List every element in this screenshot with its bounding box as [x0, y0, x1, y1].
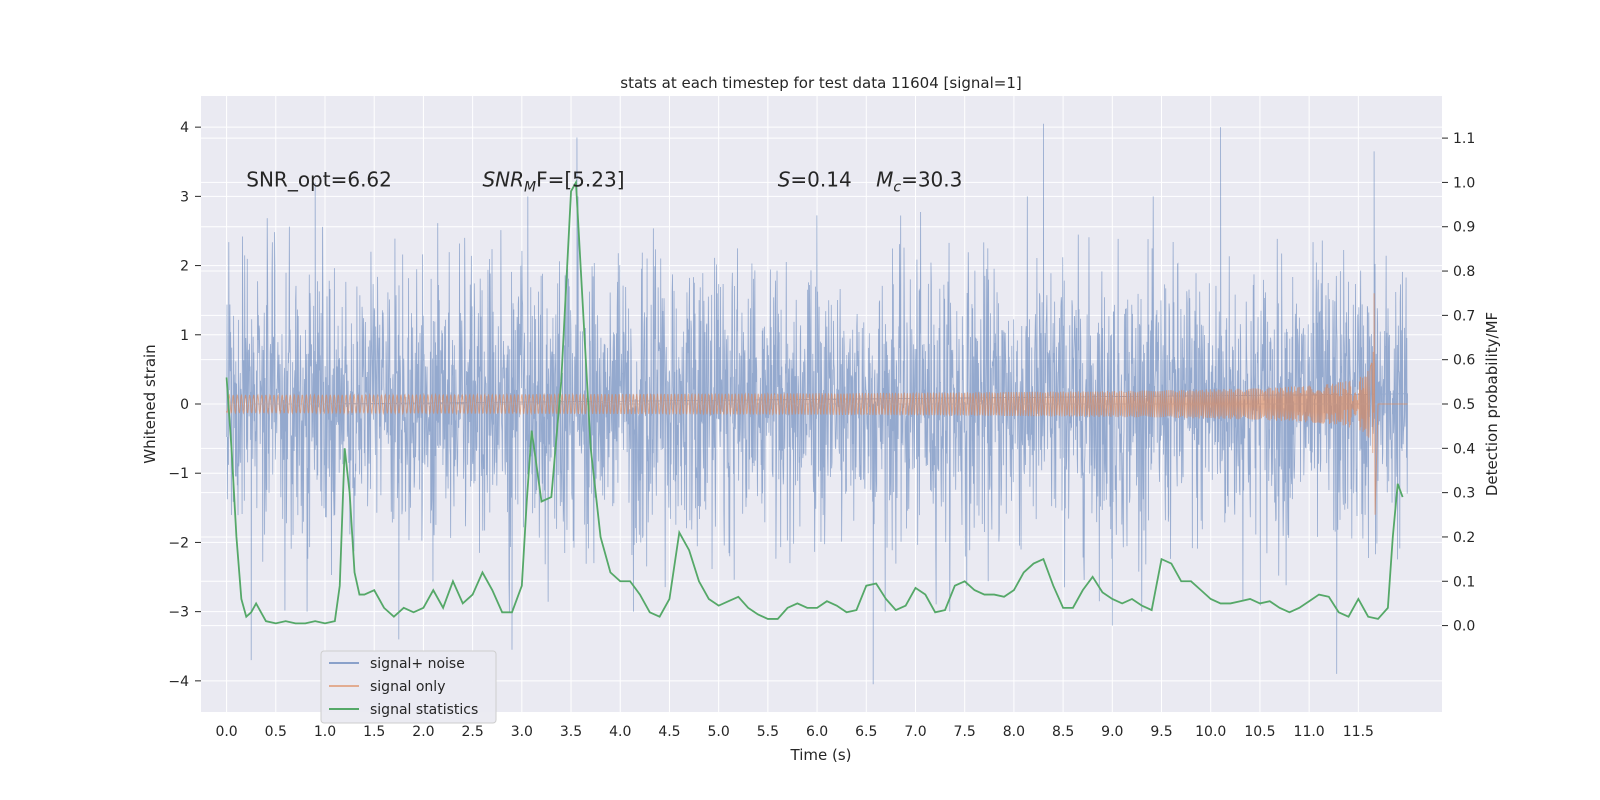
x-tick-label: 4.5: [658, 724, 680, 740]
x-tick-label: 10.0: [1195, 724, 1226, 740]
x-tick-label: 11.0: [1294, 724, 1325, 740]
y2-tick-label: 1.1: [1453, 131, 1475, 147]
x-tick-label: 9.5: [1150, 724, 1172, 740]
signal-statistics-series: [225, 179, 1404, 625]
x-axis-label: Time (s): [790, 746, 852, 764]
y-tick-label: 4: [180, 120, 189, 136]
signal-only-series: [226, 293, 1408, 515]
y-tick-label: 1: [180, 328, 189, 344]
ticks: 0.0 0.5 1.0 1.5 2.0 2.5 3.0 3.5 4.0 4.5 5.0 5.5 6.0 6…: [168, 120, 1475, 740]
x-tick-label: 1.5: [363, 724, 385, 740]
y-tick-label: 2: [180, 259, 189, 275]
x-tick-label: 3.5: [560, 724, 582, 740]
annotation-chirp-mass: Mc=30.3: [876, 168, 962, 196]
y2-tick-label: 0.8: [1453, 264, 1475, 280]
x-tick-label: 11.5: [1343, 724, 1374, 740]
y-tick-label: 0: [180, 397, 189, 413]
y2-tick-label: 0.7: [1453, 308, 1475, 324]
x-tick-label: 10.5: [1244, 724, 1275, 740]
x-tick-label: 0.0: [215, 724, 237, 740]
x-tick-label: 8.5: [1052, 724, 1074, 740]
signal-statistics-line: [225, 179, 1404, 625]
y2-tick-label: 0.2: [1453, 530, 1475, 546]
y-tick-label: −2: [168, 535, 189, 551]
x-tick-label: 6.5: [855, 724, 877, 740]
x-tick-label: 6.0: [806, 724, 828, 740]
y2-axis-label: Detection probability/MF: [1483, 312, 1501, 496]
y2-tick-label: 0.9: [1453, 220, 1475, 236]
x-tick-label: 5.0: [708, 724, 730, 740]
y-tick-label: 3: [180, 189, 189, 205]
y2-tick-label: 0.6: [1453, 353, 1475, 369]
legend-label-signal-noise: signal+ noise: [370, 656, 465, 672]
annotations: SNR_opt=6.62 SNRMF=[5.23] S=0.14 Mc=30.3: [246, 168, 962, 196]
y-tick-label: −1: [168, 466, 189, 482]
x-tick-label: 9.0: [1101, 724, 1123, 740]
legend-label-signal-statistics: signal statistics: [370, 702, 478, 718]
x-tick-label: 1.0: [314, 724, 336, 740]
y-tick-label: −3: [168, 605, 189, 621]
x-tick-label: 4.0: [609, 724, 631, 740]
x-tick-label: 0.5: [265, 724, 287, 740]
x-tick-label: 5.5: [757, 724, 779, 740]
legend-box: [320, 650, 497, 724]
signal-only-line: [226, 293, 1408, 515]
y2-tick-label: 0.3: [1453, 486, 1475, 502]
y-axis-label: Whitened strain: [141, 344, 159, 463]
annotation-snr-mf: SNRMF=[5.23]: [482, 168, 624, 196]
y2-tick-label: 0.5: [1453, 397, 1475, 413]
y2-tick-label: 0.4: [1453, 441, 1475, 457]
x-tick-label: 7.0: [904, 724, 926, 740]
x-tick-label: 3.0: [511, 724, 533, 740]
signal-noise-series: [226, 123, 1408, 685]
x-tick-label: 8.0: [1003, 724, 1025, 740]
x-tick-label: 7.5: [954, 724, 976, 740]
y2-tick-label: 1.0: [1453, 175, 1475, 191]
chart-title: stats at each timestep for test data 116…: [620, 74, 1021, 92]
y-tick-label: −4: [168, 674, 189, 690]
annotation-spin: S=0.14: [778, 168, 852, 192]
annotation-snr-opt: SNR_opt=6.62: [246, 168, 392, 192]
x-tick-label: 2.5: [461, 724, 483, 740]
y2-tick-label: 0.0: [1453, 619, 1475, 635]
y2-tick-label: 0.1: [1453, 574, 1475, 590]
legend: signal+ noise signal only signal statist…: [320, 650, 497, 724]
legend-label-signal-only: signal only: [370, 679, 445, 695]
signal-noise-line: [226, 123, 1408, 685]
x-tick-label: 2.0: [412, 724, 434, 740]
